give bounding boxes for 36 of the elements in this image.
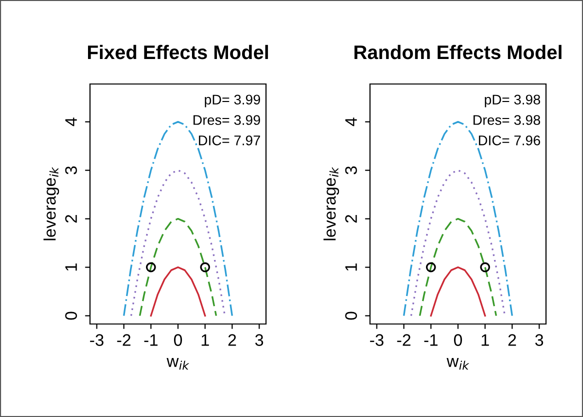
x-tick-label: 0	[454, 334, 462, 346]
chart-title: Fixed Effects Model	[88, 44, 268, 60]
x-tick-label: 2	[228, 334, 236, 346]
y-tick-label: 4	[345, 118, 357, 126]
y-tick-label: 3	[65, 166, 77, 174]
annotation: DIC= 7.96	[478, 135, 540, 146]
annotation: Dres= 3.98	[474, 115, 540, 125]
x-tick-label: -1	[144, 334, 158, 346]
annotation: pD= 3.98	[484, 94, 540, 108]
x-tick-label: 2	[508, 334, 516, 346]
y-tick-label: 3	[345, 166, 357, 174]
y-tick-label: 2	[65, 214, 77, 223]
x-axis-title: w$_{ik}$	[446, 358, 470, 370]
annotation: Dres= 3.99	[194, 115, 260, 125]
y-tick-label: 0	[65, 312, 77, 320]
x-tick-label: 1	[202, 334, 209, 346]
y-tick-label: 1	[345, 263, 357, 271]
chart-title: Random Effects Model	[354, 44, 562, 60]
x-tick-label: 1	[482, 334, 489, 346]
x-tick-label: -2	[117, 334, 130, 346]
y-axis-title: leverage$_{ik}$	[324, 166, 340, 240]
x-tick-label: 3	[535, 334, 544, 346]
y-axis-title: leverage$_{ik}$	[44, 166, 60, 240]
y-tick-label: 2	[345, 214, 357, 223]
y-tick-label: 4	[65, 118, 77, 126]
y-tick-label: 0	[345, 312, 357, 320]
annotation: DIC= 7.97	[198, 135, 260, 146]
x-tick-label: -2	[397, 334, 410, 346]
y-tick-label: 1	[65, 263, 77, 271]
x-tick-label: 0	[174, 334, 182, 346]
x-tick-label: -1	[424, 334, 438, 346]
x-tick-label: -3	[90, 334, 104, 346]
x-tick-label: 3	[255, 334, 264, 346]
x-axis-title: w$_{ik}$	[166, 358, 190, 370]
annotation: pD= 3.99	[204, 94, 260, 108]
x-tick-label: -3	[370, 334, 384, 346]
